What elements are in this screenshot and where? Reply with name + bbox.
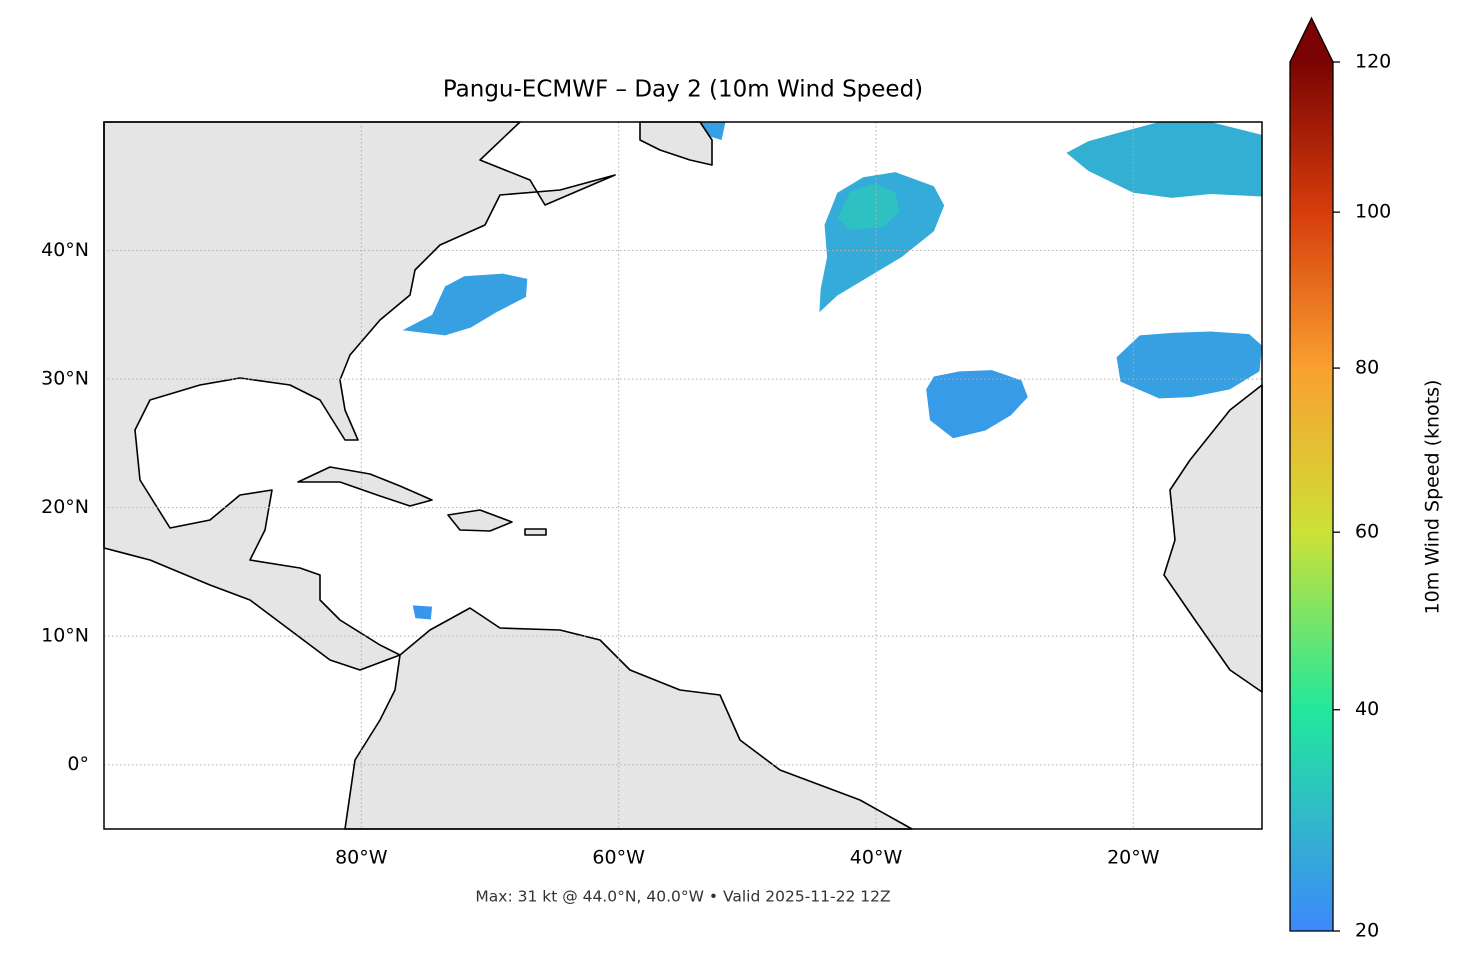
wind-region	[1066, 122, 1262, 198]
colorbar-body	[1290, 62, 1333, 931]
wind-region	[402, 273, 528, 336]
south-america	[344, 607, 913, 830]
colorbar-tick-label: 120	[1355, 51, 1391, 73]
colorbar-label: 10m Wind Speed (knots)	[1422, 380, 1444, 615]
x-tick-label: 20°W	[1107, 847, 1160, 869]
x-tick-label: 80°W	[335, 847, 388, 869]
colorbar-tick-label: 40	[1355, 698, 1379, 720]
africa	[1163, 384, 1263, 693]
graticule	[104, 122, 1262, 829]
colorbar-frame	[1289, 16, 1334, 932]
map-frame	[103, 121, 1263, 830]
colorbar: 20 40 60 80 100 120	[1289, 16, 1391, 942]
y-tick-label: 40°N	[41, 239, 89, 261]
colorbar-extension	[1290, 18, 1333, 62]
puerto-rico	[524, 528, 547, 536]
x-tick-label: 40°W	[850, 847, 903, 869]
y-tick-label: 20°N	[41, 496, 89, 518]
y-tick-label: 10°N	[41, 625, 89, 647]
wind-region	[1116, 331, 1262, 399]
hispaniola	[447, 509, 513, 532]
y-tick-label: 0°	[67, 753, 89, 775]
newfoundland	[639, 121, 713, 166]
y-tick-label: 30°N	[41, 368, 89, 390]
x-tick-label: 60°W	[592, 847, 645, 869]
wind-region	[926, 370, 1028, 439]
colorbar-tick-label: 100	[1355, 201, 1391, 223]
north-america	[103, 121, 616, 671]
cuba	[297, 466, 433, 507]
land	[103, 121, 1263, 830]
wind-layer	[402, 122, 1262, 620]
colorbar-tick-label: 60	[1355, 521, 1379, 543]
colorbar-tick-label: 20	[1355, 920, 1379, 942]
wind-region	[837, 183, 900, 230]
wind-region	[412, 605, 433, 620]
footer-note: Max: 31 kt @ 44.0°N, 40.0°W • Valid 2025…	[475, 888, 890, 906]
chart-title: Pangu-ECMWF – Day 2 (10m Wind Speed)	[443, 77, 923, 103]
colorbar-tick-label: 80	[1355, 357, 1379, 379]
